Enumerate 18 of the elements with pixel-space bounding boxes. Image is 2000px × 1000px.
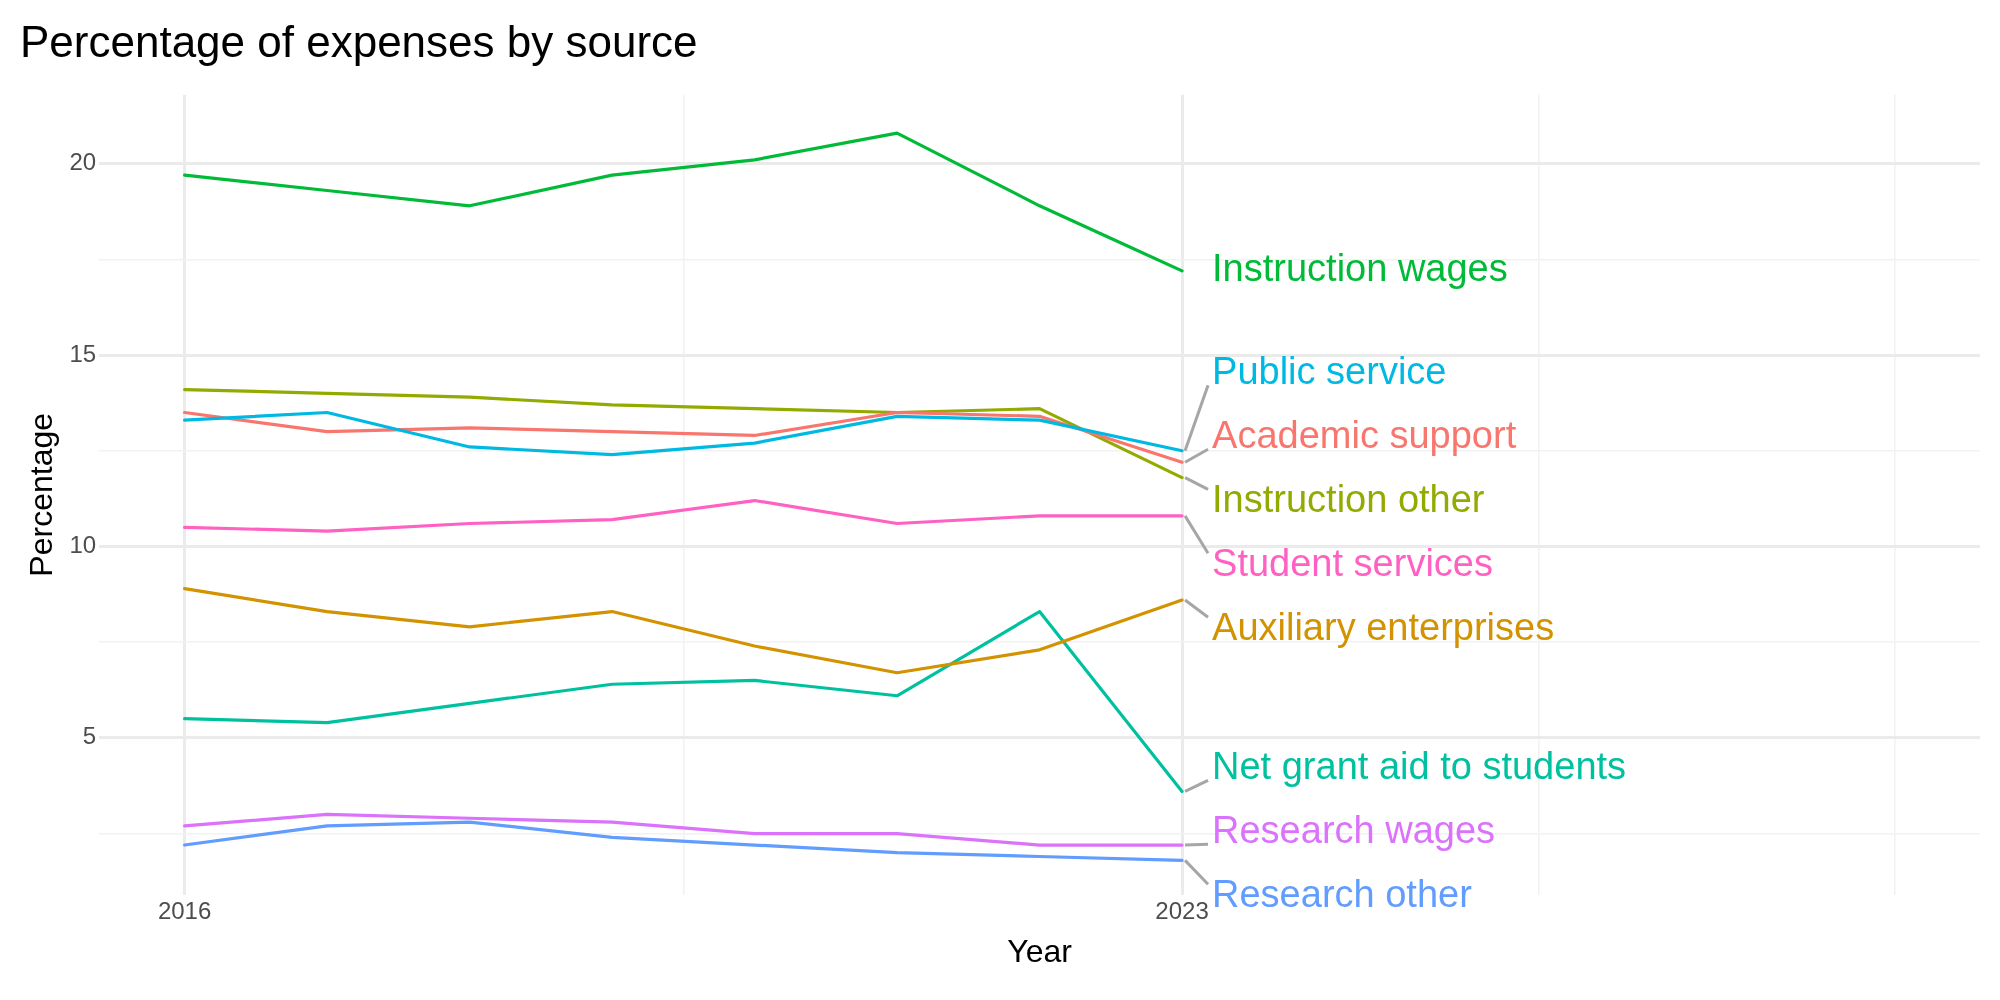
y-axis-title: Percentage bbox=[23, 412, 60, 577]
series-label: Instruction wages bbox=[1212, 247, 1508, 290]
series-label: Research other bbox=[1212, 872, 1473, 915]
y-tick-label: 20 bbox=[69, 148, 97, 176]
series-label: Auxiliary enterprises bbox=[1212, 605, 1555, 648]
series-label: Student services bbox=[1212, 541, 1493, 584]
chart-title: Percentage of expenses by source bbox=[20, 16, 698, 66]
y-tick-label: 10 bbox=[69, 531, 97, 559]
series-label: Instruction other bbox=[1212, 477, 1485, 520]
x-tick-label: 2016 bbox=[157, 896, 212, 924]
series-label: Research wages bbox=[1212, 808, 1496, 851]
series-label: Academic support bbox=[1212, 413, 1517, 456]
series-label: Public service bbox=[1212, 349, 1447, 392]
series-label: Net grant aid to students bbox=[1212, 744, 1627, 787]
y-tick-label: 15 bbox=[69, 339, 97, 367]
x-tick-label: 2023 bbox=[1155, 896, 1209, 924]
y-tick-label: 5 bbox=[82, 722, 97, 750]
x-axis-title: Year bbox=[1007, 932, 1073, 969]
